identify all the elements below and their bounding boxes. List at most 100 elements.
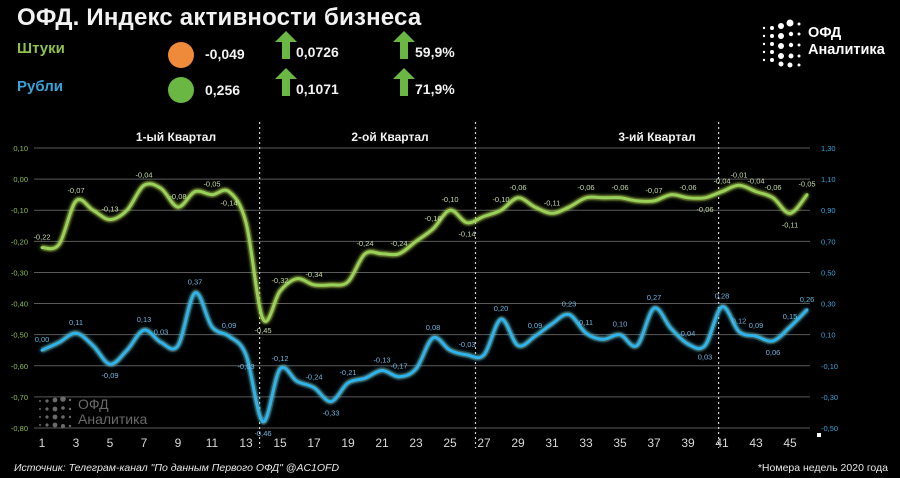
x-axis-tick: 43 xyxy=(749,436,763,450)
status-dot-green-icon xyxy=(168,77,194,103)
series-line-rubles xyxy=(40,291,809,424)
right-axis-tick: 0,30 xyxy=(821,300,836,309)
data-label: 0,12 xyxy=(732,317,747,326)
data-label: 0,09 xyxy=(749,321,764,330)
data-label: -0,22 xyxy=(33,233,50,242)
data-label: 0,00 xyxy=(35,335,50,344)
source-note: Источник: Телеграм-канал "По данным Перв… xyxy=(14,462,340,474)
right-axis-tick: -0,10 xyxy=(821,362,838,371)
series-line-units xyxy=(40,182,809,323)
data-label: -0,45 xyxy=(254,326,271,335)
x-axis-tick: 3 xyxy=(73,436,80,450)
data-label: -0,04 xyxy=(747,177,764,186)
x-axis-tick: 17 xyxy=(307,436,321,450)
x-axis-tick: 23 xyxy=(409,436,423,450)
data-label: 0,10 xyxy=(613,320,628,329)
x-axis-tick: 45 xyxy=(783,436,797,450)
data-label: -0,06 xyxy=(679,183,696,192)
left-axis-tick: -0,20 xyxy=(11,237,28,246)
units-value: -0,049 xyxy=(205,46,245,62)
x-axis-tick: 11 xyxy=(206,436,219,450)
rubles-delta: 0,1071 xyxy=(296,81,339,97)
data-label: -0,07 xyxy=(67,186,84,195)
logo-line1: ОФД xyxy=(808,25,842,41)
right-axis-tick: 0,50 xyxy=(821,268,836,277)
arrow-up-icon xyxy=(393,31,415,59)
x-axis-tick: 33 xyxy=(579,436,593,450)
right-axis-tick: 1,10 xyxy=(821,175,836,184)
data-label: -0,34 xyxy=(305,270,322,279)
data-label: 0,09 xyxy=(222,321,237,330)
data-label: -0,03 xyxy=(237,362,254,371)
data-label: 0,09 xyxy=(528,321,543,330)
data-label: 0,26 xyxy=(800,295,815,304)
data-label: -0,21 xyxy=(339,368,356,377)
x-axis-tick: 27 xyxy=(477,436,491,450)
data-label: 0,20 xyxy=(494,304,509,313)
row-label-rubles: Рубли xyxy=(17,78,63,95)
series-glow xyxy=(40,289,810,425)
watermark-line2: Аналитика xyxy=(78,411,148,427)
data-label: 0,11 xyxy=(579,318,593,327)
left-axis-tick: -0,10 xyxy=(11,206,28,215)
x-axis-tick: 31 xyxy=(545,436,559,450)
right-axis-tick: 0,90 xyxy=(821,206,836,215)
x-axis-tick: 13 xyxy=(239,436,253,450)
data-label: -0,11 xyxy=(782,220,799,229)
row-label-units: Штуки xyxy=(17,40,65,57)
data-label: -0,24 xyxy=(390,239,407,248)
data-label: -0,06 xyxy=(509,183,526,192)
left-axis-tick: -0,30 xyxy=(11,268,28,277)
data-label: 0,27 xyxy=(647,293,662,302)
x-axis-tick: 39 xyxy=(681,436,695,450)
watermark-logo-icon xyxy=(39,396,72,428)
data-label: -0,46 xyxy=(254,429,271,438)
x-axis-tick: 29 xyxy=(511,436,525,450)
watermark-text: ОФД Аналитика xyxy=(78,397,147,427)
series-glow xyxy=(41,180,810,325)
data-label: -0,14 xyxy=(458,230,475,239)
x-axis-tick: 35 xyxy=(613,436,627,450)
data-label: -0,03 xyxy=(458,340,475,349)
data-label: -0,24 xyxy=(356,239,373,248)
x-axis-tick: 9 xyxy=(175,436,182,450)
data-label: 0,37 xyxy=(188,278,203,287)
x-axis-tick: 19 xyxy=(341,436,355,450)
data-label: 0,06 xyxy=(766,348,781,357)
quarter-label: 2-ой Квартал xyxy=(351,130,428,144)
footnote-marker xyxy=(817,433,821,437)
status-dot-orange-icon xyxy=(168,42,194,68)
x-axis-tick: 15 xyxy=(273,436,287,450)
data-label: 0,08 xyxy=(426,323,441,332)
right-axis-tick: 0,70 xyxy=(821,237,836,246)
x-axis-tick: 5 xyxy=(107,436,114,450)
arrow-up-icon xyxy=(275,31,297,59)
data-label: -0,12 xyxy=(271,354,288,363)
right-axis-tick: -0,30 xyxy=(821,393,838,402)
data-label: 0,28 xyxy=(715,292,730,301)
logo-text: ОФД Аналитика xyxy=(808,25,885,59)
right-axis-tick: 0,10 xyxy=(821,331,836,340)
data-label: -0,24 xyxy=(305,373,322,382)
ofd-logo-icon xyxy=(762,19,801,68)
x-axis-tick: 37 xyxy=(647,436,661,450)
left-axis-tick: -0,50 xyxy=(11,331,28,340)
data-label: 0,03 xyxy=(154,327,169,336)
data-label: -0,08 xyxy=(169,192,186,201)
rubles-value: 0,256 xyxy=(205,82,241,98)
week-note: *Номера недель 2020 года xyxy=(757,462,888,474)
data-label: -0,17 xyxy=(390,362,407,371)
quarter-label: 1-ый Квартал xyxy=(136,130,216,144)
left-axis-tick: -0,60 xyxy=(11,362,28,371)
units-percent: 59,9% xyxy=(415,44,455,60)
right-axis-tick: -0,50 xyxy=(821,424,838,433)
data-label: 0,11 xyxy=(69,318,83,327)
data-label: -0,05 xyxy=(798,180,815,189)
data-label: -0,10 xyxy=(441,195,458,204)
data-label: -0,13 xyxy=(373,355,390,364)
data-label: 0,04 xyxy=(681,329,696,338)
page-title: ОФД. Индекс активности бизнеса xyxy=(17,4,422,31)
data-label: -0,10 xyxy=(492,195,509,204)
data-label: -0,13 xyxy=(101,205,118,214)
data-label: -0,06 xyxy=(764,183,781,192)
